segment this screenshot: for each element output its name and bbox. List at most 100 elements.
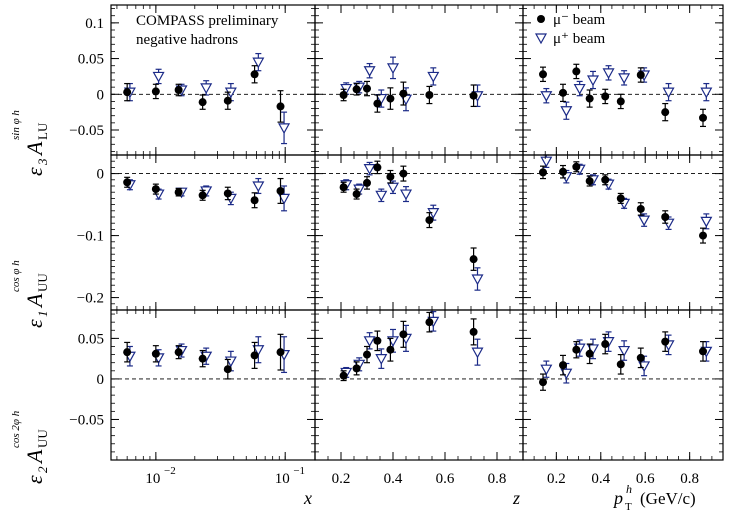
mu-minus-point [198, 349, 207, 368]
mu-plus-point [386, 56, 400, 80]
mu-minus-marker [699, 347, 707, 356]
mu-plus-point [252, 177, 265, 195]
panel-frame [314, 4, 524, 156]
mu-minus-point [373, 330, 382, 352]
mu-minus-marker [601, 92, 610, 101]
mu-plus-marker [252, 345, 265, 356]
mu-minus-point [559, 83, 567, 103]
mu-plus-point [700, 213, 713, 230]
mu-minus-marker [572, 162, 581, 171]
mu-plus-point [399, 186, 413, 203]
mu-minus-marker [699, 231, 707, 240]
mu-minus-point [386, 337, 395, 362]
mu-plus-point [540, 360, 553, 378]
mu-minus-marker [572, 345, 581, 354]
mu-plus-point [363, 62, 376, 79]
mu-minus-point [469, 318, 478, 346]
y-tick-label: −0.05 [69, 412, 104, 428]
x-axis-title: z [512, 488, 520, 508]
y-tick-label: −0.05 [69, 123, 104, 139]
mu-minus-marker [585, 177, 594, 186]
y-tick-label: 0.1 [85, 16, 104, 32]
mu-plus-marker [375, 93, 388, 105]
mu-minus-marker [223, 96, 232, 105]
mu-minus-marker [539, 168, 547, 177]
y-tick-label: 0 [97, 87, 105, 103]
mu-plus-marker [586, 75, 600, 87]
ticks-panel-0-1 [314, 5, 523, 155]
mu-plus-point [540, 154, 553, 168]
mu-minus-marker [198, 354, 207, 363]
mu-minus-marker [616, 194, 625, 203]
mu-minus-point [363, 80, 371, 97]
mu-plus-marker [638, 215, 651, 227]
mu-minus-point [399, 81, 408, 106]
mu-minus-point [339, 88, 348, 102]
y-title-sub: UU [35, 429, 50, 448]
mu-minus-point [363, 176, 371, 190]
mu-minus-point [198, 94, 207, 110]
mu-plus-marker [386, 182, 400, 194]
legend-marker-mu-minus [537, 15, 545, 23]
x-axis-title: x [303, 488, 312, 508]
mu-minus-point [425, 311, 434, 333]
mu-plus-marker [200, 83, 213, 95]
ticks-panel-0-2 [523, 5, 723, 155]
y-tick-label: −0.2 [77, 291, 104, 307]
mu-minus-point [539, 66, 547, 83]
mu-minus-marker [174, 188, 183, 197]
mu-minus-point [151, 183, 160, 195]
mu-plus-marker [560, 106, 573, 117]
mu-minus-marker [386, 345, 395, 354]
ticks-panel-1-2 [523, 154, 723, 311]
collaboration-label: COMPASS preliminary [136, 13, 279, 29]
mu-minus-marker [616, 360, 625, 369]
mu-minus-marker [636, 353, 645, 362]
y-title-epsilon: ε [22, 475, 47, 484]
mu-plus-marker [560, 368, 573, 380]
panel-frame [110, 309, 316, 461]
mu-minus-point [616, 353, 625, 375]
legend-marker-mu-plus [534, 33, 548, 45]
mu-plus-marker [471, 347, 484, 359]
legend: μ⁻ beam μ⁺ beam [534, 12, 606, 47]
mu-minus-point [223, 91, 232, 110]
mu-plus-point [586, 70, 600, 90]
y-tick-label: 0.05 [78, 52, 104, 68]
mu-minus-marker [539, 70, 547, 79]
y-title-eps-index: 1 [35, 311, 50, 318]
mu-minus-point [151, 345, 160, 363]
mu-minus-marker [339, 183, 348, 192]
mu-plus-point [560, 101, 573, 120]
mu-minus-point [339, 181, 348, 193]
mu-minus-point [386, 87, 395, 110]
x-tick-label: 10 [145, 471, 160, 487]
mu-minus-marker [539, 378, 547, 387]
mu-minus-point [250, 192, 259, 209]
mu-minus-marker [425, 216, 434, 225]
mu-plus-point [252, 336, 265, 364]
mu-minus-marker [601, 340, 610, 349]
mu-plus-point [573, 80, 586, 97]
mu-minus-marker [174, 348, 183, 357]
x-tick-exponent: −2 [164, 465, 176, 477]
mu-minus-point [223, 358, 232, 380]
mu-minus-point [123, 82, 132, 102]
mu-minus-marker [636, 71, 645, 79]
x-tick-label: 0.2 [547, 471, 566, 487]
mu-plus-marker [602, 68, 615, 80]
mu-minus-marker [585, 349, 594, 358]
mu-minus-point [469, 84, 478, 108]
x-tick-label: 0.6 [636, 471, 655, 487]
mu-minus-marker [661, 213, 670, 221]
mu-minus-marker [352, 190, 361, 199]
mu-minus-marker [151, 185, 160, 194]
y-title-epsilon: ε [22, 167, 47, 176]
mu-minus-marker [601, 175, 610, 184]
mu-plus-point [618, 70, 631, 86]
x-tick-label: 0.2 [332, 471, 351, 487]
mu-minus-marker [363, 84, 371, 93]
mu-minus-marker [585, 94, 594, 103]
